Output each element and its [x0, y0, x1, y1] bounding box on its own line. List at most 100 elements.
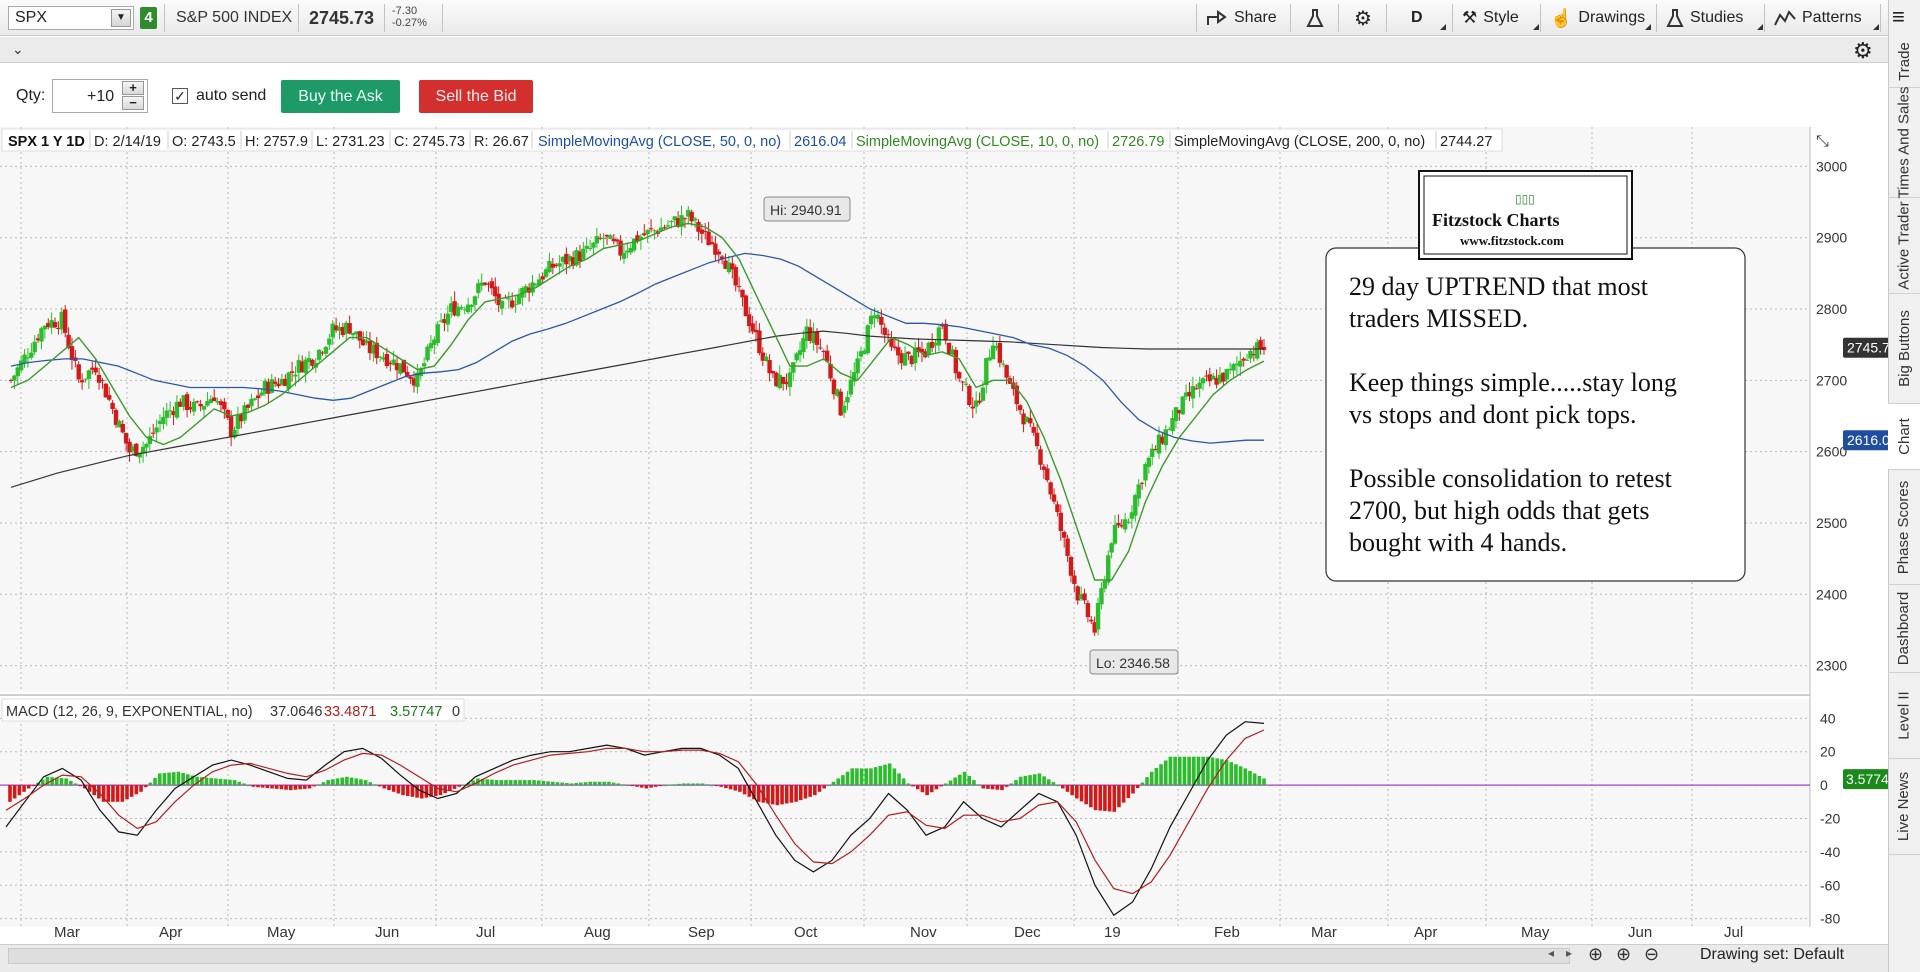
flask-button[interactable]	[1300, 4, 1330, 32]
macd-hist-bar	[176, 771, 181, 786]
chart-header-item: D: 2/14/19	[94, 134, 161, 150]
candle-body	[327, 338, 332, 345]
candle-body	[49, 320, 54, 328]
candle-body	[777, 374, 782, 389]
candle-body	[113, 410, 119, 425]
side-tab-active-trader[interactable]: Active Trader	[1888, 198, 1920, 294]
side-tab-dashboard[interactable]: Dashboard	[1888, 585, 1920, 673]
macd-hist-bar	[1159, 764, 1163, 786]
hi-label-box	[763, 196, 851, 222]
chart-area[interactable]: Mar Apr May Jun Jul Aug Sep Oct Nov Dec 19 Feb Mar Ap…	[0, 127, 1888, 944]
candle-body	[323, 347, 329, 354]
sma50-marker-text: 2616.04	[1847, 432, 1888, 448]
candle-body	[401, 359, 407, 373]
macd-hist-bar	[527, 780, 532, 786]
share-button[interactable]: Share	[1200, 4, 1283, 32]
symbol-input[interactable]: SPX ▼	[8, 6, 134, 30]
macd-hist-bar	[864, 768, 869, 786]
auto-send-checkbox[interactable]: ✓	[172, 88, 188, 104]
candle-body	[1109, 543, 1114, 553]
period-button[interactable]: D	[1405, 4, 1447, 32]
candle-body	[706, 231, 711, 246]
menu-icon[interactable]: ≡	[1892, 4, 1905, 29]
buy-ask-button[interactable]: Buy the Ask	[281, 80, 400, 113]
style-button[interactable]: ⚒ Style	[1456, 4, 1540, 32]
settings-button[interactable]: ⚙	[1348, 4, 1378, 32]
qty-decrement-button[interactable]: −	[122, 96, 144, 110]
side-tab-big-buttons[interactable]: Big Buttons	[1888, 294, 1920, 404]
side-tab-chart[interactable]: Chart	[1888, 404, 1920, 470]
macd-hist-bar	[504, 780, 508, 786]
logo-title: Fitzstock Charts	[1432, 210, 1559, 230]
x-tick-label: Jul	[476, 924, 495, 941]
side-tab-live-news[interactable]: Live News	[1888, 759, 1920, 855]
symbol-dropdown-button[interactable]: ▼	[111, 9, 131, 27]
scroll-right-icon[interactable]: ▸	[1566, 946, 1573, 960]
candle-body	[195, 401, 200, 403]
candle-body	[1075, 586, 1080, 601]
candle-body	[222, 401, 227, 410]
candle-body	[8, 379, 14, 381]
macd-hist-bar	[929, 785, 934, 793]
candle-body	[1153, 449, 1158, 451]
qty-increment-button[interactable]: +	[122, 81, 144, 95]
zoom-out-icon[interactable]: ⊖	[1644, 944, 1660, 964]
macd-hist-bar	[1093, 785, 1098, 811]
macd-tick-label: 0	[1820, 777, 1828, 793]
studies-button[interactable]: Studies	[1660, 4, 1764, 32]
drawings-button[interactable]: ☝ Drawings	[1544, 4, 1652, 32]
candle-body	[1004, 365, 1009, 378]
crosshair-icon[interactable]: ⊕	[1588, 944, 1604, 964]
candle-body	[865, 325, 870, 354]
candle-body	[598, 237, 603, 239]
side-tab-phase-scores[interactable]: Phase Scores	[1888, 470, 1920, 585]
candle-body	[672, 216, 677, 221]
side-tab-times-and-sales[interactable]: Times And Sales	[1888, 86, 1920, 199]
candle-body	[1024, 416, 1030, 423]
logo-inner	[1423, 175, 1628, 255]
side-tab-trade[interactable]: Trade	[1888, 36, 1920, 88]
time-scrollbar[interactable]	[8, 948, 1570, 964]
x-tick-label: May	[1521, 924, 1550, 941]
macd-pane	[0, 699, 1810, 927]
collapse-chevron-icon[interactable]: ⌄	[12, 41, 24, 57]
instrument-name: S&P 500 INDEX	[176, 9, 293, 26]
macd-hist-bar	[827, 785, 831, 787]
candle-body	[100, 380, 105, 382]
candle-body	[398, 363, 403, 374]
side-tab-label: Chart	[1895, 418, 1913, 455]
chart-header-item: 2726.79	[1112, 134, 1164, 150]
candle-body	[757, 330, 762, 354]
macd-hist-bar	[1182, 756, 1187, 786]
candle-body	[967, 385, 972, 406]
macd-hist-bar	[841, 775, 845, 786]
scroll-left-icon[interactable]: ◂	[1548, 946, 1555, 960]
macd-hist-bar	[625, 785, 630, 787]
zoom-in-icon[interactable]: ⊕	[1616, 944, 1632, 964]
macd-hist-bar	[209, 778, 214, 786]
patterns-button[interactable]: Patterns	[1768, 4, 1880, 32]
macd-hist-bar	[293, 785, 298, 790]
candle-body	[740, 289, 745, 298]
candle-body	[29, 352, 34, 358]
drawing-set-label[interactable]: Drawing set: Default	[1700, 946, 1845, 963]
candle-body	[154, 427, 159, 433]
macd-diff-marker	[1843, 769, 1888, 790]
gear-icon[interactable]: ⚙	[1853, 38, 1873, 63]
candle-body	[868, 315, 874, 325]
candle-body	[733, 266, 738, 286]
side-tab-level-ii[interactable]: Level II	[1888, 673, 1920, 759]
macd-hist-bar	[228, 779, 232, 786]
candle-body	[56, 328, 61, 330]
candle-body	[516, 295, 522, 304]
price-tick-label: 2800	[1816, 301, 1847, 317]
macd-hist-bar	[915, 785, 920, 790]
candle-body	[506, 298, 512, 300]
sell-bid-button[interactable]: Sell the Bid	[419, 80, 533, 113]
candle-body	[1116, 523, 1121, 526]
side-tab-label: Times And Sales	[1895, 86, 1913, 199]
candle-body	[367, 341, 373, 354]
symbol-link-badge[interactable]: 4	[140, 7, 157, 29]
macd-hist-bar	[733, 785, 738, 791]
price-tick-label: 2400	[1816, 586, 1847, 602]
